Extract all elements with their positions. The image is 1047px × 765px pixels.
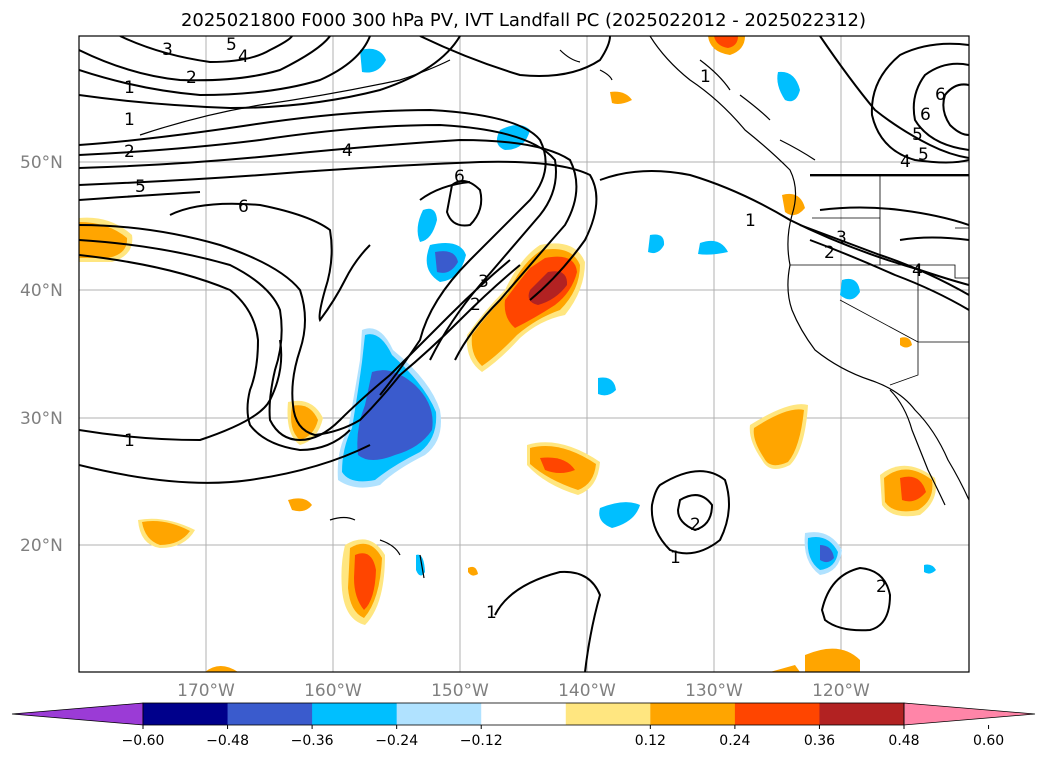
anomaly-region	[540, 457, 575, 473]
anomaly-region	[354, 553, 376, 610]
lon-label: 170°W	[177, 681, 235, 701]
contour-label: 6	[238, 197, 249, 217]
lat-label: 30°N	[20, 409, 63, 429]
anomaly-region	[205, 666, 238, 672]
colorbar-bin	[650, 703, 736, 725]
contour-label: 2	[124, 142, 135, 162]
colorbar-labels: −0.60 −0.48 −0.36 −0.24 −0.12 0.12 0.24 0.36 0.4…	[122, 725, 1004, 749]
colorbar-tick-label: −0.12	[460, 733, 503, 749]
map-title: 2025021800 F000 300 hPa PV, IVT Landfall…	[180, 10, 867, 31]
contour-label: 4	[912, 261, 923, 281]
contour-label: 1	[670, 548, 681, 568]
contour-label: 3	[162, 40, 173, 60]
colorbar-bin	[312, 703, 398, 725]
contour-labels: 3 5 4 2 1 1 2 4 5 6 6 3 2 1 1 2 3 4 5 6 …	[124, 35, 946, 623]
lon-label: 120°W	[812, 681, 870, 701]
colorbar-tick-label: −0.36	[291, 733, 334, 749]
anomaly-region	[805, 648, 860, 672]
anomaly-region	[648, 234, 665, 254]
colorbar-bin	[227, 703, 313, 725]
anomaly-region	[417, 208, 437, 242]
lon-label: 160°W	[304, 681, 362, 701]
lat-label: 40°N	[20, 281, 63, 301]
colorbar-bin	[143, 703, 229, 725]
anomaly-region	[900, 337, 912, 348]
colorbar-tick-label: −0.60	[122, 733, 165, 749]
contour-label: 3	[836, 228, 847, 248]
anomaly-region	[291, 405, 318, 440]
pv-contours	[79, 36, 969, 672]
colorbar-tick-label: 0.48	[888, 733, 919, 749]
contour-label: 2	[690, 515, 701, 535]
anomaly-region	[598, 377, 616, 396]
colorbar-bin	[819, 703, 905, 725]
anomaly-region	[142, 521, 190, 545]
contour-label: 4	[342, 141, 353, 161]
contour-label: 1	[486, 603, 497, 623]
latitude-labels: 50°N 40°N 30°N 20°N	[20, 153, 63, 556]
lat-label: 50°N	[20, 153, 63, 173]
contour-label: 5	[918, 145, 929, 165]
contour-label: 4	[238, 47, 249, 67]
anomaly-region	[79, 222, 128, 258]
anomaly-region	[840, 278, 860, 300]
contour-label: 6	[920, 105, 931, 125]
contour-label: 1	[124, 431, 135, 451]
anomaly-region	[288, 498, 312, 512]
anomaly-region	[924, 564, 936, 574]
colorbar-bin	[565, 703, 651, 725]
colorbar-tick-label: −0.48	[206, 733, 249, 749]
anomaly-region	[753, 409, 804, 466]
anomaly-region	[528, 271, 568, 305]
anomaly-region	[820, 545, 834, 563]
contour-label: 2	[876, 577, 887, 597]
anomaly-region	[357, 370, 433, 460]
contour-label: 1	[745, 211, 756, 231]
colorbar-border	[142, 702, 905, 726]
contour-label: 1	[700, 67, 711, 87]
lat-label: 20°N	[20, 536, 63, 556]
contour-label: 5	[226, 35, 237, 55]
contour-label: 2	[824, 243, 835, 263]
colorbar-extension-max	[903, 702, 1036, 726]
colorbar-tick-label: 0.60	[973, 733, 1004, 749]
anomaly-region	[610, 91, 632, 104]
contour-label: 4	[900, 152, 911, 172]
anomaly-region	[698, 240, 728, 255]
anomaly-region	[435, 251, 458, 273]
lon-label: 130°W	[685, 681, 743, 701]
contour-label: 5	[912, 125, 923, 145]
colorbar-tick-label: 0.24	[719, 733, 750, 749]
contour-label: 1	[124, 78, 135, 98]
anomaly-region	[900, 476, 926, 502]
contour-label: 5	[135, 177, 146, 197]
anomaly-region	[770, 665, 800, 672]
colorbar-bin	[734, 703, 820, 725]
anomaly-region	[714, 36, 738, 48]
anomaly-region	[468, 566, 478, 576]
lon-label: 140°W	[558, 681, 616, 701]
contour-label: 6	[935, 85, 946, 105]
colorbar-bin	[481, 703, 567, 725]
colorbar	[11, 702, 1036, 726]
colorbar-tick-label: 0.12	[635, 733, 666, 749]
anomaly-region	[777, 71, 800, 102]
contour-label: 1	[124, 110, 135, 130]
colorbar-tick-label: 0.36	[804, 733, 835, 749]
anomaly-region	[599, 502, 640, 528]
colorbar-extension-min	[11, 702, 144, 726]
lon-label: 150°W	[431, 681, 489, 701]
contour-label: 2	[186, 68, 197, 88]
contour-label: 2	[470, 295, 481, 315]
contour-label: 3	[478, 272, 489, 292]
contour-label: 6	[454, 167, 465, 187]
map-frame	[78, 35, 970, 673]
longitude-labels: 170°W 160°W 150°W 140°W 130°W 120°W	[177, 681, 870, 701]
colorbar-bin	[396, 703, 482, 725]
anomaly-region	[782, 193, 805, 216]
colorbar-tick-label: −0.24	[375, 733, 418, 749]
anomaly-region	[360, 48, 386, 73]
